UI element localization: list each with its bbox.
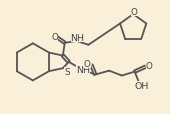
Text: NH: NH bbox=[76, 66, 90, 75]
Text: O: O bbox=[52, 33, 58, 42]
Text: NH: NH bbox=[71, 34, 85, 43]
Text: S: S bbox=[64, 67, 70, 76]
Text: O: O bbox=[146, 62, 153, 71]
Text: O: O bbox=[131, 8, 138, 17]
Text: OH: OH bbox=[134, 81, 149, 90]
Text: O: O bbox=[84, 60, 91, 69]
